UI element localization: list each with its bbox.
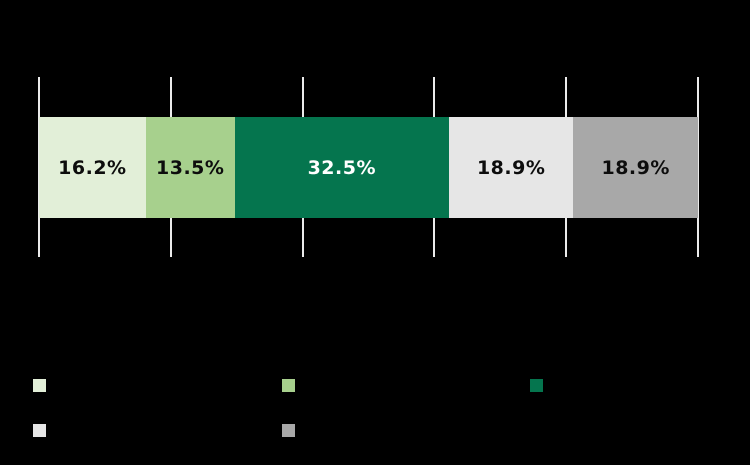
plot-area: 16.2% 13.5% 32.5% 18.9% 18.9%	[38, 77, 699, 257]
legend-swatch-2	[282, 379, 295, 392]
bar-segment-value-label: 32.5%	[307, 156, 376, 179]
bar-segment-value-label: 18.9%	[476, 156, 546, 179]
bar-segment-1: 16.2%	[39, 117, 146, 218]
legend-swatch-4	[33, 424, 46, 437]
legend-swatch-3	[530, 379, 543, 392]
stacked-bar: 16.2% 13.5% 32.5% 18.9% 18.9%	[39, 117, 698, 218]
bar-segment-value-label: 13.5%	[156, 156, 225, 179]
bar-segment-4: 18.9%	[448, 117, 574, 218]
bar-segment-5: 18.9%	[573, 117, 698, 218]
bar-segment-value-label: 18.9%	[601, 156, 670, 179]
legend-swatch-1	[33, 379, 46, 392]
bar-segment-2: 13.5%	[145, 117, 235, 218]
bar-segment-3: 32.5%	[234, 117, 449, 218]
legend-swatch-5	[282, 424, 295, 437]
gridline-100	[697, 77, 699, 257]
bar-segment-value-label: 16.2%	[58, 156, 127, 179]
